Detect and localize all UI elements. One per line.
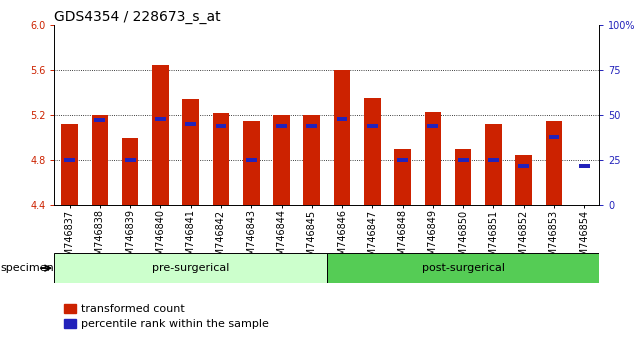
Bar <box>337 117 347 121</box>
Bar <box>515 155 532 205</box>
Bar <box>276 124 287 128</box>
Bar <box>273 115 290 205</box>
Bar <box>364 98 381 205</box>
Bar <box>125 158 135 162</box>
Bar <box>152 65 169 205</box>
Bar <box>92 115 108 205</box>
Text: specimen: specimen <box>1 263 54 273</box>
Legend: transformed count, percentile rank within the sample: transformed count, percentile rank withi… <box>60 299 274 333</box>
Bar <box>397 158 408 162</box>
Bar <box>62 124 78 205</box>
Bar <box>455 149 471 205</box>
Bar <box>334 70 351 205</box>
Bar <box>545 121 562 205</box>
Bar <box>155 117 166 121</box>
Bar <box>215 124 226 128</box>
Bar <box>327 253 599 283</box>
Bar <box>122 138 138 205</box>
Bar <box>428 124 438 128</box>
Text: post-surgerical: post-surgerical <box>422 263 504 273</box>
Bar <box>394 149 411 205</box>
Bar <box>246 158 256 162</box>
Text: GDS4354 / 228673_s_at: GDS4354 / 228673_s_at <box>54 10 221 24</box>
Bar <box>303 115 320 205</box>
Bar <box>183 99 199 205</box>
Bar <box>458 158 469 162</box>
Bar <box>64 158 75 162</box>
Bar <box>94 119 105 122</box>
Bar <box>549 135 560 139</box>
Bar <box>243 121 260 205</box>
Bar <box>424 112 441 205</box>
Bar <box>579 164 590 167</box>
Bar <box>185 122 196 126</box>
Text: pre-surgerical: pre-surgerical <box>152 263 229 273</box>
Bar <box>367 124 378 128</box>
Bar <box>306 124 317 128</box>
Bar <box>485 124 502 205</box>
Bar <box>213 113 229 205</box>
Bar <box>54 253 327 283</box>
Bar <box>488 158 499 162</box>
Bar <box>519 164 529 167</box>
